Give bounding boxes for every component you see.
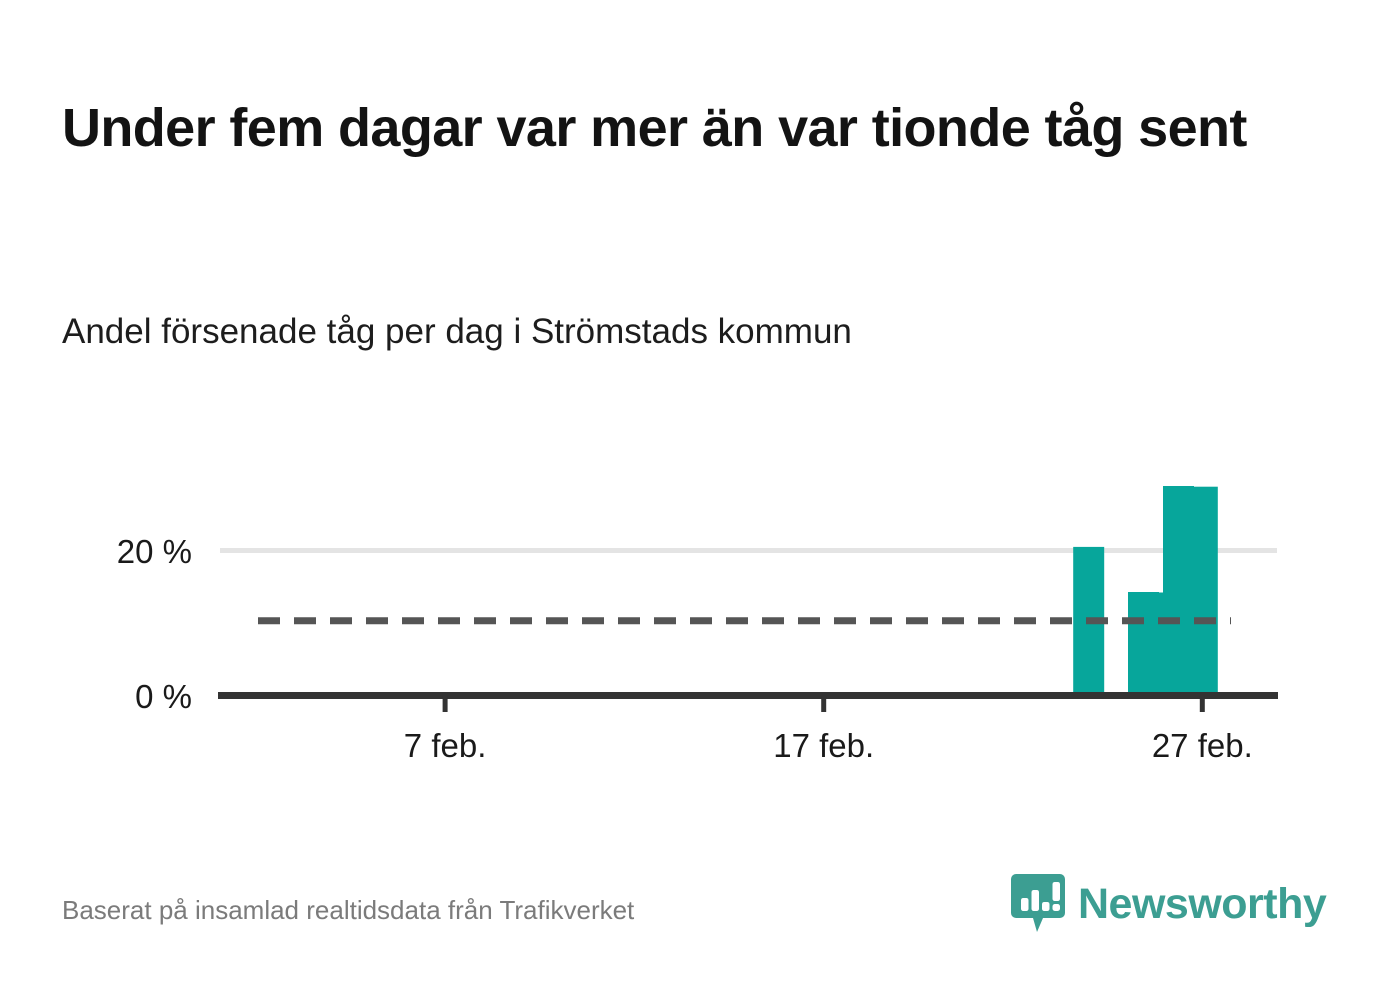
bar-1 (1073, 546, 1105, 696)
newsworthy-wordmark: Newsworthy (1078, 879, 1327, 928)
x-tick-label-17feb: 17 feb. (773, 727, 874, 764)
chart-subtitle: Andel försenade tåg per dag i Strömstads… (62, 312, 852, 351)
bar-3 (1186, 486, 1218, 696)
x-tick-label-7feb: 7 feb. (404, 727, 487, 764)
y-tick-label-0: 0 % (135, 678, 192, 715)
bar-4 (1128, 592, 1159, 695)
bar-2 (1148, 592, 1180, 696)
page-title: Under fem dagar var mer än var tionde tå… (62, 98, 1247, 159)
newsworthy-logo: Newsworthy (1010, 872, 1327, 936)
source-note: Baserat på insamlad realtidsdata från Tr… (62, 895, 635, 925)
x-tick-label-27feb: 27 feb. (1152, 727, 1253, 764)
x-axis-ticks (442, 696, 1205, 712)
y-tick-label-20: 20 % (117, 533, 192, 570)
bar-5 (1163, 486, 1194, 695)
speech-bubble-bar-chart-icon (1010, 872, 1066, 936)
bar-series (1073, 486, 1218, 696)
